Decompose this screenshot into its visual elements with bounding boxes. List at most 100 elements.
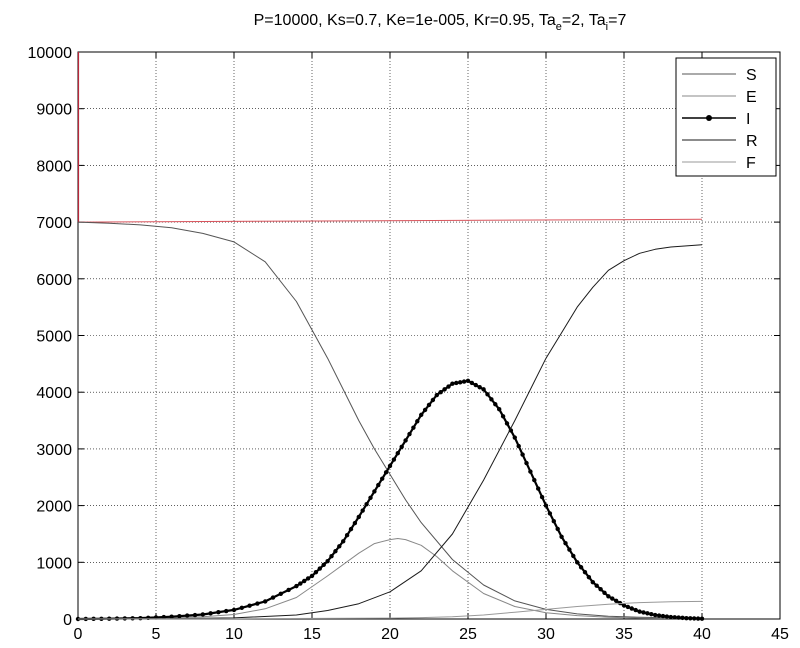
- legend-box: [675, 57, 777, 177]
- data-point-i: [641, 610, 646, 615]
- data-point-i: [578, 565, 584, 570]
- legend-label: F: [746, 155, 756, 172]
- data-point-i: [458, 380, 463, 385]
- data-point-i: [192, 612, 198, 618]
- data-point-i: [415, 419, 420, 424]
- data-point-i: [547, 511, 553, 516]
- data-point-i: [528, 469, 533, 474]
- data-point-i: [586, 574, 592, 580]
- data-point-i: [602, 590, 607, 595]
- data-point-i: [344, 533, 350, 538]
- data-point-i: [383, 470, 389, 475]
- data-point-i: [695, 616, 701, 621]
- data-point-i: [368, 495, 373, 501]
- y-tick-label: 4000: [36, 385, 72, 402]
- data-point-i: [563, 540, 568, 546]
- legend-label: E: [746, 89, 757, 106]
- data-point-i: [454, 380, 459, 386]
- data-point-i: [376, 482, 381, 488]
- data-point-i: [399, 444, 404, 449]
- data-point-i: [321, 562, 326, 568]
- series-line-e: [77, 538, 703, 620]
- data-point-i: [352, 520, 358, 526]
- data-point-i: [177, 613, 182, 619]
- data-point-i: [325, 558, 330, 564]
- data-point-i: [356, 514, 361, 520]
- data-point-i: [270, 595, 276, 600]
- data-point-i: [461, 379, 467, 384]
- x-tick-label: 20: [381, 626, 399, 643]
- data-point-i: [645, 611, 650, 616]
- title-part: =7: [608, 12, 626, 29]
- y-tick-label: 2000: [36, 499, 72, 516]
- data-point-i: [559, 534, 564, 539]
- data-point-i: [606, 594, 611, 599]
- data-point-i: [633, 607, 638, 613]
- data-point-i: [422, 407, 428, 413]
- grid: [78, 52, 780, 619]
- data-point-i: [329, 554, 334, 559]
- data-point-i: [664, 614, 670, 619]
- legend-item-s: S: [682, 67, 757, 84]
- data-point-i: [680, 615, 685, 621]
- data-point-i: [294, 583, 299, 589]
- title-part: P=10000, Ks=0.7, Ke=1e-005, Kr=0.95, Ta: [254, 12, 556, 29]
- legend-item-f: F: [682, 155, 756, 172]
- y-tick-label: 0: [63, 612, 72, 629]
- data-point-i: [660, 613, 666, 619]
- data-point-i: [688, 616, 693, 621]
- series-i: [75, 378, 705, 622]
- data-point-i: [692, 616, 697, 621]
- series-r: [77, 244, 703, 620]
- data-point-i: [430, 397, 436, 403]
- legend-marker: [706, 115, 712, 121]
- data-point-i: [539, 494, 545, 500]
- data-point-i: [372, 489, 377, 494]
- legend-label: S: [746, 67, 757, 84]
- legend-label: I: [746, 111, 750, 128]
- data-point-i: [360, 508, 365, 513]
- y-tick-label: 8000: [36, 158, 72, 175]
- data-point-i: [419, 412, 424, 418]
- data-point-i: [446, 384, 451, 389]
- data-point-i: [465, 378, 471, 384]
- data-point-i: [317, 566, 322, 571]
- reference-line: [77, 218, 703, 223]
- data-point-i: [442, 387, 447, 392]
- data-point-i: [621, 603, 627, 608]
- title-part: =2, Ta: [562, 12, 606, 29]
- data-point-i: [278, 591, 283, 596]
- x-tick-label: 45: [771, 626, 789, 643]
- data-point-i: [298, 581, 303, 586]
- data-point-i: [337, 544, 342, 549]
- series-layer: [75, 221, 705, 622]
- x-tick-label: 0: [74, 626, 83, 643]
- x-tick-label: 30: [537, 626, 555, 643]
- data-point-i: [380, 476, 385, 481]
- data-point-i: [348, 526, 354, 532]
- y-tick-label: 10000: [28, 45, 73, 62]
- x-tick-label: 25: [459, 626, 477, 643]
- data-point-i: [305, 576, 311, 581]
- data-point-i: [391, 457, 397, 462]
- data-point-i: [473, 382, 478, 388]
- data-point-i: [286, 587, 291, 593]
- data-point-i: [403, 438, 408, 443]
- data-point-i: [407, 431, 412, 437]
- y-tick-label: 1000: [36, 555, 72, 572]
- reference-lines: [77, 52, 703, 223]
- data-point-i: [524, 460, 529, 466]
- data-point-i: [313, 570, 319, 575]
- x-tick-label: 10: [225, 626, 243, 643]
- data-point-i: [653, 612, 658, 618]
- series-f: [77, 600, 703, 620]
- data-point-i: [649, 611, 654, 617]
- series-e: [77, 538, 703, 620]
- data-point-i: [185, 613, 190, 618]
- data-point-i: [594, 583, 599, 588]
- data-point-i: [629, 606, 634, 611]
- y-tick-label: 7000: [36, 215, 72, 232]
- data-point-i: [485, 392, 490, 397]
- data-point-i: [493, 402, 498, 407]
